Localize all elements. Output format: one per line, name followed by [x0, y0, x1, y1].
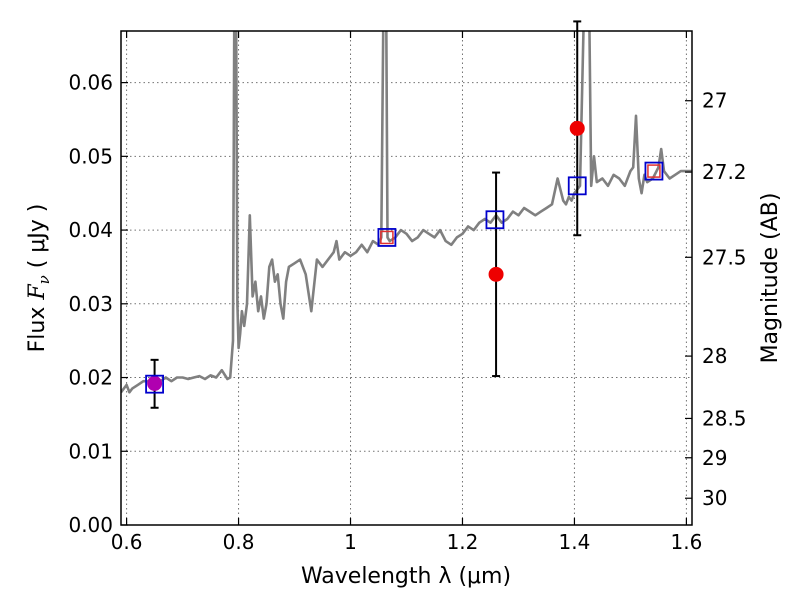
observed-point [488, 266, 504, 282]
small-square [380, 230, 394, 245]
y-axis-label-unit: ( μJy ) [25, 204, 50, 276]
mag-tick-label: 30 [702, 486, 727, 510]
y-tick-label: 0.02 [68, 366, 113, 390]
observed-point [569, 120, 585, 136]
y-tick-label: 0.03 [68, 292, 113, 316]
x-tick-label: 1.6 [670, 530, 702, 554]
model-photometry-square [644, 161, 664, 181]
mag-tick-label: 27.2 [702, 160, 747, 184]
series-layer [121, 31, 692, 394]
tick-labels: 0.6 0.8 1 1.2 1.4 1.6 0.00 0.01 0.02 0.03 0.04 0.05… [68, 71, 746, 554]
x-tick-label: 1.2 [447, 530, 479, 554]
y-axis-label-symbol: F [25, 284, 50, 301]
y-tick-label: 0.00 [68, 513, 113, 537]
x-tick-label: 0.6 [111, 530, 143, 554]
x-axis-label: Wavelength λ (μm) [301, 564, 511, 589]
model-photometry-square [485, 210, 505, 230]
model-photometry-square [567, 176, 587, 196]
y-tick-label: 0.05 [68, 144, 113, 168]
y-tick-label: 0.04 [68, 218, 113, 242]
model-photometry-square [145, 374, 164, 394]
markers-layer [145, 20, 664, 409]
spectrum-line [121, 31, 692, 394]
y-axis-label: Flux Fν ( μJy ) [25, 204, 53, 353]
observed-point [147, 375, 163, 391]
x-tick-label: 0.8 [223, 530, 255, 554]
x-tick-label: 1.4 [559, 530, 591, 554]
y-axis-label-subscript: ν [35, 275, 53, 284]
small-square [647, 164, 661, 178]
y-tick-label: 0.06 [68, 71, 113, 95]
plot-frame [120, 30, 693, 526]
y-tick-label: 0.01 [68, 439, 113, 463]
y-axis-label-prefix: Flux [25, 300, 50, 353]
mag-tick-label: 29 [702, 446, 727, 470]
mag-tick-label: 27 [702, 89, 727, 113]
right-axis-label: Magnitude (AB) [758, 193, 783, 364]
x-tick-label: 1 [344, 530, 357, 554]
ticks [121, 31, 692, 526]
model-photometry-square [377, 228, 397, 247]
mag-tick-label: 28.5 [702, 406, 747, 430]
mag-tick-label: 28 [702, 344, 727, 368]
mag-tick-label: 27.5 [702, 245, 747, 269]
